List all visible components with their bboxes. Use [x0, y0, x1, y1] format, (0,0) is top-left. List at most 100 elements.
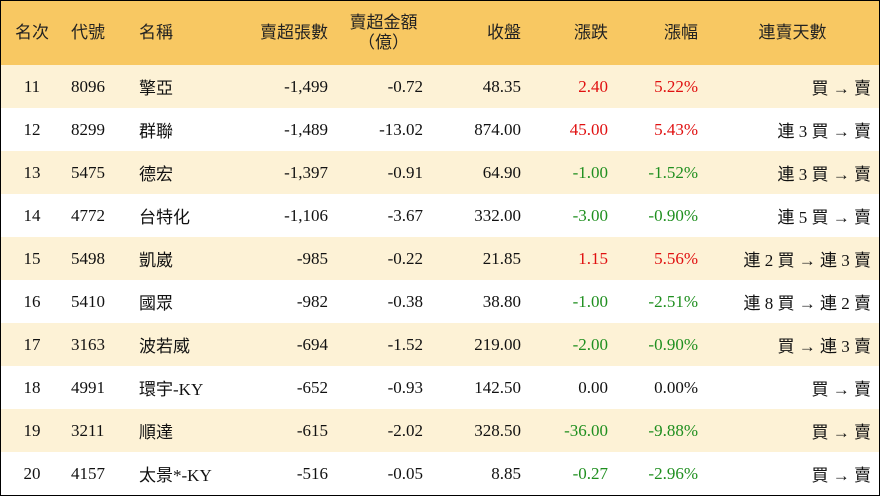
table-cell: -0.91: [387, 162, 423, 182]
table-cell: -1.52: [387, 334, 423, 354]
table-cell: -0.05: [387, 463, 423, 483]
table-cell: -3.00: [572, 205, 608, 225]
table-row: 19 3211 順達 -615 -2.02 328.50 -36.00 -9.88% 買 → 賣: [1, 409, 879, 452]
table-cell: 4157: [71, 463, 105, 483]
table-cell: 332.00: [474, 205, 521, 225]
table-cell: -3.67: [387, 205, 423, 225]
table-cell: 5475: [71, 162, 105, 182]
table-cell: -694: [296, 334, 328, 354]
table-cell: 台特化: [139, 208, 190, 227]
table-cell: 順達: [139, 423, 173, 442]
table-cell: 5410: [71, 291, 105, 311]
table-cell: 買 → 賣: [811, 466, 872, 485]
table-cell: 219.00: [474, 334, 521, 354]
table-row: 15 5498 凱崴 -985 -0.22 21.85 1.15 5.56% 連 2 買 → 連…: [1, 237, 879, 280]
table-cell: -0.90%: [648, 205, 698, 225]
table-cell: 德宏: [139, 165, 173, 184]
table-cell: 太景*-KY: [139, 466, 212, 485]
table-cell: 國眾: [139, 294, 173, 313]
table-cell: 5.56%: [654, 248, 698, 268]
table-cell: 16: [23, 291, 41, 311]
table-cell: 3163: [71, 334, 105, 354]
table-cell: -1,397: [284, 162, 328, 182]
table-row: 16 5410 國眾 -982 -0.38 38.80 -1.00 -2.51% 連 8 買 →…: [1, 280, 879, 323]
table-cell: 擎亞: [139, 79, 173, 98]
table-cell: 3211: [71, 420, 105, 440]
table-cell: -982: [296, 291, 328, 311]
table-cell: -0.22: [387, 248, 423, 268]
table-cell: 5.22%: [654, 76, 698, 96]
table-cell: 0.00: [578, 377, 608, 397]
table-cell: 連 8 買 → 連 2 賣: [743, 294, 872, 313]
header-line: （億）: [358, 33, 409, 52]
table-cell: 17: [23, 334, 41, 354]
header-row: 名次 代號 名稱 賣超張數 賣超金額 （億） 收盤 漲跌 漲幅 連賣天數: [1, 1, 879, 65]
table-cell: 11: [23, 76, 41, 96]
table-cell: 5498: [71, 248, 105, 268]
table-cell: 波若威: [139, 337, 190, 356]
table-cell: 買 → 賣: [811, 423, 872, 442]
table-cell: -0.90%: [648, 334, 698, 354]
header-cell: 漲幅: [664, 23, 698, 42]
table-cell: 20: [23, 463, 41, 483]
table-cell: -0.38: [387, 291, 423, 311]
table-cell: 38.80: [482, 291, 521, 311]
table-cell: 8.85: [491, 463, 521, 483]
table-cell: 連 5 買 → 賣: [777, 208, 872, 227]
table-cell: -0.93: [387, 377, 423, 397]
table-row: 20 4157 太景*-KY -516 -0.05 8.85 -0.27 -2.96% 買 → …: [1, 452, 879, 495]
table-cell: 連 3 買 → 賣: [777, 165, 872, 184]
header-cell: 名次: [15, 23, 49, 42]
table-cell: 15: [23, 248, 41, 268]
table-row: 12 8299 群聯 -1,489 -13.02 874.00 45.00 5.43% 連 3 …: [1, 108, 879, 151]
header-cell: 代號: [71, 23, 105, 42]
table-cell: -13.02: [379, 119, 423, 139]
table-cell: -652: [296, 377, 328, 397]
table-cell: -1.00: [572, 162, 608, 182]
table-cell: -36.00: [564, 420, 608, 440]
table-cell: 48.35: [482, 76, 521, 96]
table-cell: -2.51%: [648, 291, 698, 311]
table-cell: -1,489: [284, 119, 328, 139]
table-cell: 4772: [71, 205, 105, 225]
table-cell: 12: [23, 119, 41, 139]
table-cell: 買 → 賣: [811, 79, 872, 98]
table-cell: -1.00: [572, 291, 608, 311]
table-cell: -2.02: [387, 420, 423, 440]
header-cell: 名稱: [139, 23, 173, 42]
table-row: 11 8096 擎亞 -1,499 -0.72 48.35 2.40 5.22% 買 → 賣: [1, 65, 879, 108]
table-cell: -1,499: [284, 76, 328, 96]
table-cell: -985: [296, 248, 328, 268]
table-cell: 4991: [71, 377, 105, 397]
table-cell: 142.50: [474, 377, 521, 397]
table-cell: 買 → 連 3 賣: [777, 337, 872, 356]
table-row: 13 5475 德宏 -1,397 -0.91 64.90 -1.00 -1.52% 連 3 買…: [1, 151, 879, 194]
table-cell: -516: [296, 463, 328, 483]
table-cell: 18: [23, 377, 41, 397]
table-cell: 21.85: [482, 248, 521, 268]
table-cell: 874.00: [474, 119, 521, 139]
header-cell: 連賣天數: [758, 23, 827, 42]
table-cell: 45.00: [569, 119, 608, 139]
table-cell: -2.00: [572, 334, 608, 354]
table-cell: -0.27: [572, 463, 608, 483]
table-cell: 凱崴: [139, 251, 173, 270]
table-cell: -615: [296, 420, 328, 440]
header-cell: 賣超金額 （億）: [336, 1, 431, 65]
table-cell: 8096: [71, 76, 105, 96]
table-cell: 2.40: [578, 76, 608, 96]
table-cell: 13: [23, 162, 41, 182]
header-cell: 漲跌: [574, 23, 608, 42]
table-cell: -0.72: [387, 76, 423, 96]
table-cell: 5.43%: [654, 119, 698, 139]
table-row: 14 4772 台特化 -1,106 -3.67 332.00 -3.00 -0.90% 連 5…: [1, 194, 879, 237]
table-cell: 環宇-KY: [139, 380, 204, 399]
header-cell: 賣超張數: [260, 23, 328, 42]
table-row: 17 3163 波若威 -694 -1.52 219.00 -2.00 -0.90% 買 → 連…: [1, 323, 879, 366]
table-cell: 群聯: [139, 122, 173, 141]
table-cell: -9.88%: [648, 420, 698, 440]
table-cell: 買 → 賣: [811, 380, 872, 399]
header-cell: 收盤: [487, 23, 521, 42]
